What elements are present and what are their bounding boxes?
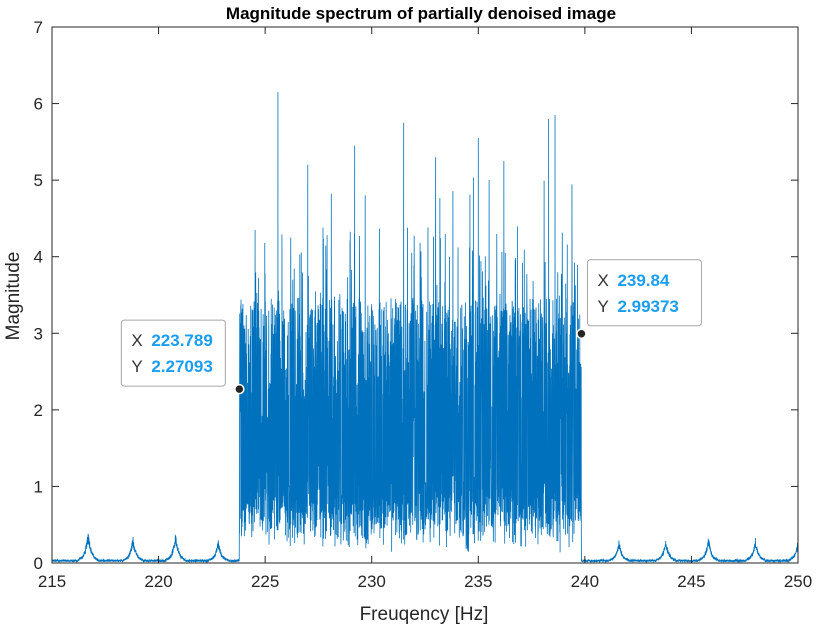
datatip-box: [120, 319, 226, 387]
datatip-x-value: 223.789: [151, 331, 212, 350]
x-axis-label: Freuqency [Hz]: [360, 604, 489, 625]
axes: 215 220 225 230 235 240 245 250 0 1 2 3 4 5 6 7: [34, 18, 813, 591]
datatip[interactable]: X 239.84 Y 2.99373: [576, 259, 702, 340]
datatips: X 223.789 Y 2.27093 X 239.84 Y 2.99373: [120, 259, 702, 395]
y-tick-label: 6: [34, 95, 43, 114]
datatip-y-label: Y: [597, 297, 608, 316]
x-tick-label: 215: [38, 572, 66, 591]
x-tick-label: 245: [677, 572, 705, 591]
plot-area: [52, 92, 798, 563]
x-tick-label: 250: [784, 572, 812, 591]
y-tick-label: 2: [34, 401, 43, 420]
chart-title: Magnitude spectrum of partially denoised…: [226, 4, 616, 23]
datatip-y-label: Y: [131, 357, 142, 376]
datatip-x-label: X: [131, 331, 142, 350]
axes-box: [51, 26, 799, 564]
datatip-marker[interactable]: [234, 383, 245, 395]
x-tick-label: 240: [571, 572, 599, 591]
datatip-y-value: 2.27093: [151, 357, 212, 376]
series-line: [52, 92, 798, 563]
y-tick-label: 4: [34, 248, 43, 267]
datatip[interactable]: X 223.789 Y 2.27093: [120, 319, 245, 395]
datatip-y-value: 2.99373: [617, 297, 678, 316]
datatip-x-label: X: [597, 271, 608, 290]
y-tick-label: 5: [34, 171, 43, 190]
y-tick-label: 0: [34, 554, 43, 573]
datatip-marker[interactable]: [576, 328, 587, 340]
y-axis-label: Magnitude: [3, 252, 24, 341]
y-tick-label: 3: [34, 324, 43, 343]
x-tick-label: 230: [358, 572, 386, 591]
datatip-x-value: 239.84: [617, 271, 670, 290]
y-tick-label: 7: [34, 18, 43, 37]
x-tick-label: 235: [464, 572, 492, 591]
x-tick-label: 225: [251, 572, 279, 591]
y-tick-label: 1: [34, 477, 43, 496]
datatip-box: [586, 259, 702, 327]
x-tick-label: 220: [144, 572, 172, 591]
